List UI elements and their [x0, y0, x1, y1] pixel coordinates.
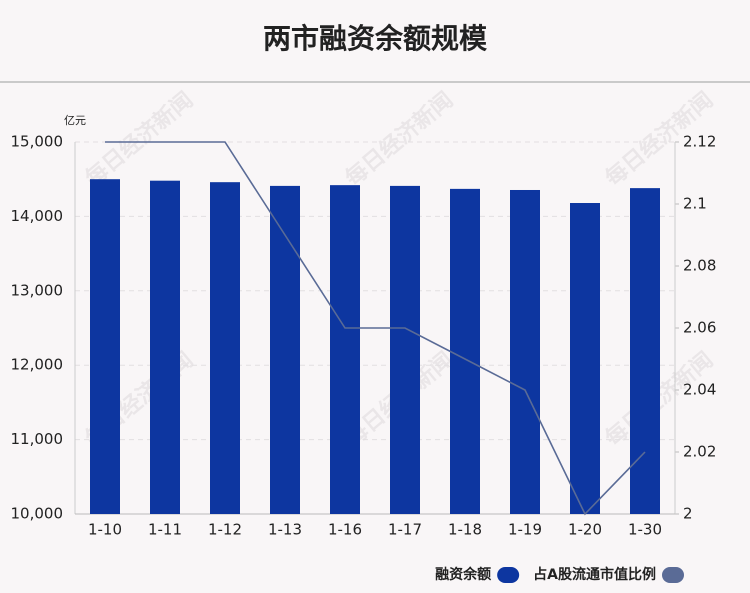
x-tick-label: 1-12: [208, 521, 242, 539]
x-tick-label: 1-13: [268, 521, 302, 539]
bar: [630, 188, 660, 515]
y-unit: 亿元: [64, 114, 86, 127]
x-tick-label: 1-19: [508, 521, 542, 539]
bar: [270, 185, 300, 514]
y2-tick-label: 2.12: [683, 133, 716, 151]
y2-tick-label: 2.1: [683, 195, 707, 213]
y-tick-label: 13,000: [11, 281, 64, 299]
legend-label: 融资余额: [435, 566, 491, 583]
x-tick-label: 1-30: [628, 521, 662, 539]
y2-tick-label: 2.06: [683, 319, 716, 337]
bar: [210, 182, 240, 514]
y2-tick-label: 2.02: [683, 443, 716, 461]
x-tick-label: 1-17: [388, 521, 422, 539]
x-tick-label: 1-11: [148, 521, 182, 539]
x-tick-label: 1-20: [568, 521, 602, 539]
y2-tick-label: 2.08: [683, 257, 716, 275]
bar: [450, 188, 480, 514]
bar: [150, 180, 180, 515]
legend-label: 占A股流通市值比例: [533, 566, 656, 583]
y-tick-label: 12,000: [11, 356, 64, 374]
chart-title: 两市融资余额规模: [263, 22, 488, 55]
legend-swatch: [497, 567, 520, 583]
bar: [510, 189, 540, 514]
y2-tick-label: 2: [683, 505, 693, 523]
bar: [90, 179, 120, 514]
x-tick-label: 1-18: [448, 521, 482, 539]
x-tick-label: 1-10: [88, 521, 122, 539]
x-tick-label: 1-16: [328, 521, 362, 539]
y-tick-label: 15,000: [11, 133, 64, 151]
y-tick-label: 14,000: [11, 207, 64, 225]
y2-tick-label: 2.04: [683, 381, 716, 399]
bar: [570, 203, 600, 514]
bar: [390, 185, 420, 514]
line: [105, 141, 646, 516]
y-tick-label: 10,000: [11, 505, 64, 523]
bar: [330, 185, 360, 515]
y-tick-label: 11,000: [11, 430, 64, 448]
legend-swatch: [662, 567, 684, 583]
